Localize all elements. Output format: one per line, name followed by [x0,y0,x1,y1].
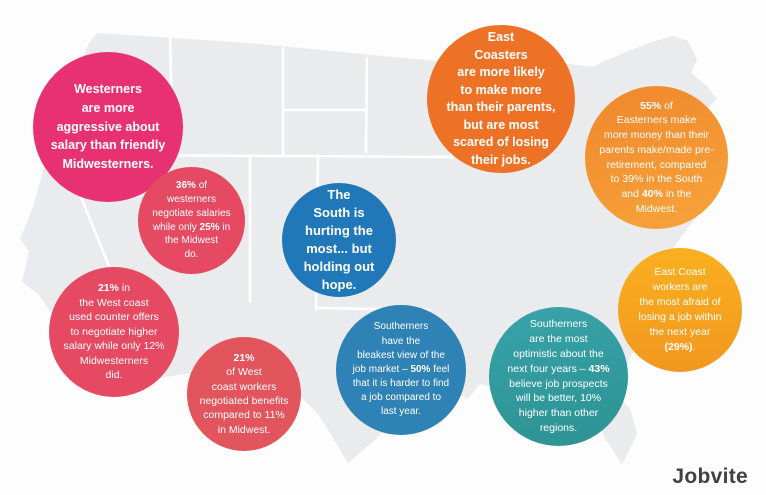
bubble-westerners-aggressive: Westerners are more aggressive about sal… [33,52,183,202]
bubble-east-coasters-parents: East Coasters are more likely to make mo… [427,25,575,173]
bubble-text: Southerners are the most optimistic abou… [507,317,610,435]
bubble-text: Southerners have the bleakest view of th… [352,321,450,418]
bubble-west-coast-benefits: 21% of West coast workers negotiated ben… [187,337,301,451]
bubble-text: Westerners are more aggressive about sal… [50,82,166,172]
bubble-easterners-more-money: 55% of Easterners make more money than t… [585,86,728,229]
bubble-text: The South is hurting the most... but hol… [303,187,375,292]
bubble-text: 21% of West coast workers negotiated ben… [199,351,289,436]
bubble-text: East Coasters are more likely to make mo… [446,30,556,167]
bubble-westerners-negotiate-salaries: 36% of westerners negotiate salaries whi… [138,167,245,274]
bubble-text: 55% of Easterners make more money than t… [599,99,714,215]
bubble-southerners-optimistic: Southerners are the most optimistic abou… [489,307,628,446]
jobvite-logo: Jobvite [672,465,748,488]
bubble-text: East Coast workers are the most afraid o… [638,266,722,353]
bubble-south-hurting-hope: The South is hurting the most... but hol… [282,183,396,297]
bubble-southerners-bleakest-view: Southerners have the bleakest view of th… [336,305,466,435]
bubble-east-coast-afraid: East Coast workers are the most afraid o… [618,248,742,372]
bubble-text: 21% in the West coast used counter offer… [63,282,165,382]
bubble-text: 36% of westerners negotiate salaries whi… [152,180,231,261]
bubble-west-coast-counter-offers: 21% in the West coast used counter offer… [49,267,179,397]
